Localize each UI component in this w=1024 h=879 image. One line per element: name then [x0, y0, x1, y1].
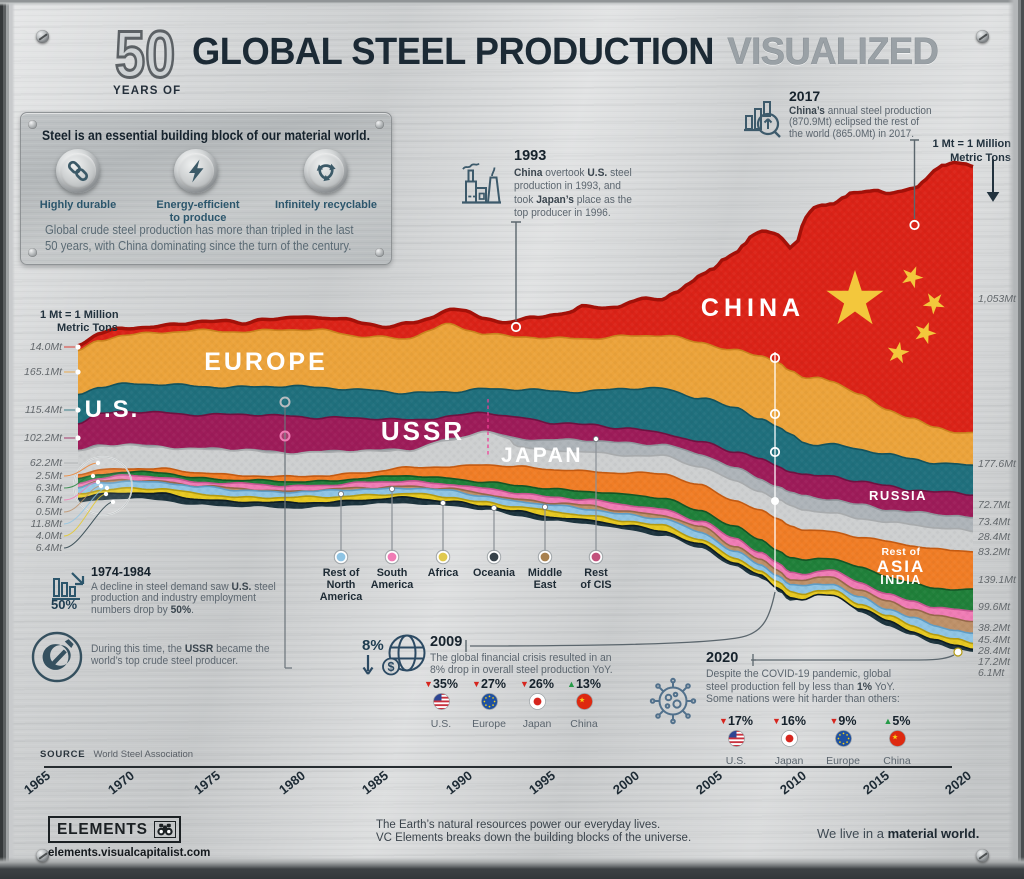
svg-text:CHINA: CHINA: [701, 294, 805, 322]
svg-text:INDIA: INDIA: [880, 573, 922, 587]
svg-text:ASIA: ASIA: [877, 557, 926, 576]
svg-text:JAPAN: JAPAN: [501, 444, 583, 467]
svg-text:RUSSIA: RUSSIA: [869, 488, 927, 503]
svg-text:U.S.: U.S.: [85, 396, 140, 423]
svg-text:Rest of: Rest of: [881, 546, 920, 558]
svg-text:USSR: USSR: [381, 416, 465, 446]
svg-text:EUROPE: EUROPE: [204, 348, 328, 376]
svg-text:$: $: [388, 660, 395, 674]
